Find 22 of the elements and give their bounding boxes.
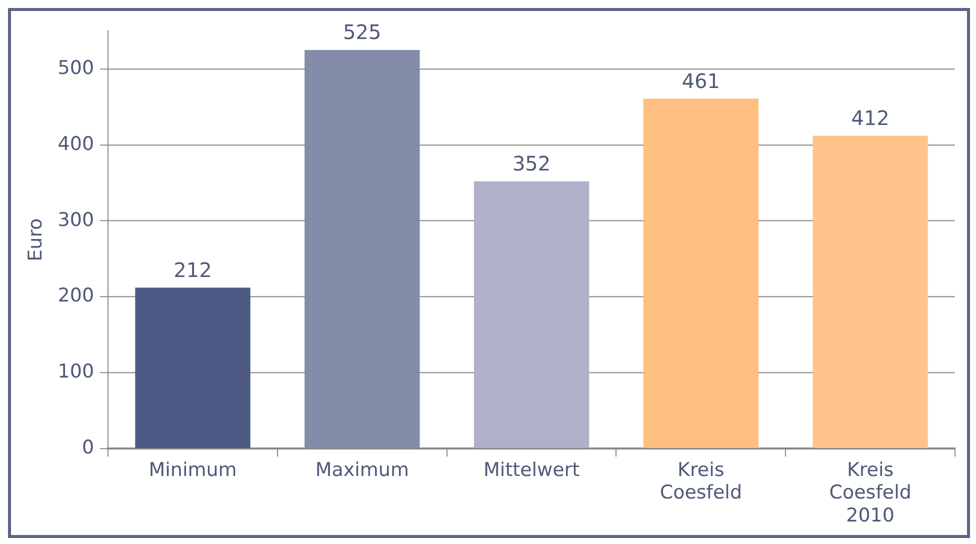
bar: [812, 136, 928, 448]
x-tick-label: Kreis Coesfeld 2010: [829, 458, 912, 527]
x-tick-label: Kreis Coesfeld: [660, 458, 742, 504]
data-label: 352: [512, 152, 551, 176]
bar: [135, 288, 250, 448]
bar: [304, 50, 420, 448]
y-axis-title: Euro: [24, 218, 46, 262]
y-tick-label: 0: [82, 436, 94, 459]
y-tick-label: 100: [58, 360, 94, 383]
bar: [643, 98, 759, 448]
bar: [474, 181, 590, 448]
x-tick-label: Mittelwert: [484, 458, 580, 481]
x-tick-label: Minimum: [148, 458, 237, 481]
y-tick-label: 200: [58, 284, 94, 307]
data-label: 212: [174, 258, 212, 282]
data-label: 461: [682, 68, 720, 93]
y-tick-label: 300: [58, 208, 94, 231]
y-tick-label: 500: [58, 56, 94, 79]
data-label: 412: [851, 106, 890, 130]
y-tick-label: 400: [58, 132, 94, 155]
data-label: 525: [343, 20, 382, 44]
x-tick-label: Maximum: [315, 458, 409, 481]
